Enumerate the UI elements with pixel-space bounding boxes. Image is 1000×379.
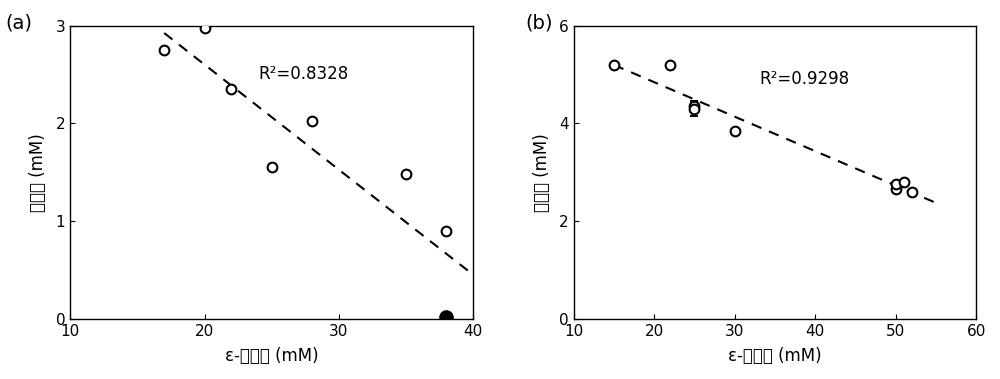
Text: (a): (a) bbox=[6, 14, 33, 33]
X-axis label: ε-己内酯 (mM): ε-己内酯 (mM) bbox=[225, 347, 318, 365]
Y-axis label: 环己酮 (mM): 环己酮 (mM) bbox=[29, 133, 47, 211]
X-axis label: ε-己内酯 (mM): ε-己内酯 (mM) bbox=[728, 347, 822, 365]
Text: R²=0.8328: R²=0.8328 bbox=[258, 66, 348, 83]
Text: (b): (b) bbox=[525, 14, 553, 33]
Text: R²=0.9298: R²=0.9298 bbox=[759, 70, 849, 88]
Y-axis label: 环己酮 (mM): 环己酮 (mM) bbox=[533, 133, 551, 211]
